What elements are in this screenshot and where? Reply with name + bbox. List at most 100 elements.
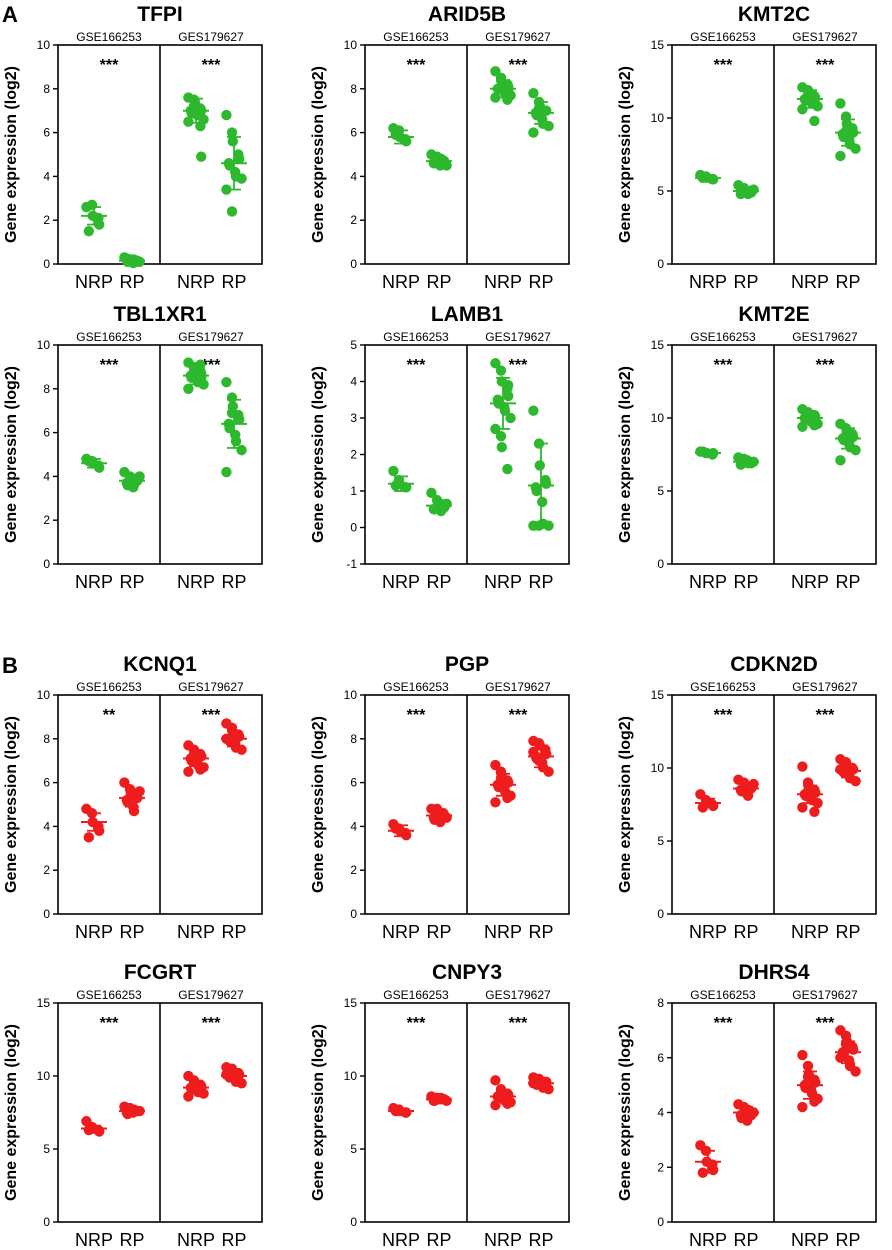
data-point bbox=[850, 775, 861, 787]
data-point bbox=[840, 125, 852, 137]
data-point bbox=[503, 1089, 514, 1101]
data-point bbox=[541, 478, 552, 489]
data-point bbox=[503, 379, 514, 391]
dataset-label: GSE166253 bbox=[383, 330, 449, 344]
dataset-label: GSE166253 bbox=[383, 988, 449, 1002]
dataset-label: GES179627 bbox=[485, 988, 551, 1002]
data-point bbox=[221, 184, 232, 195]
dataset-label: GSE166253 bbox=[383, 680, 449, 694]
x-tick-label-rp: RP bbox=[426, 922, 451, 942]
data-point bbox=[226, 206, 238, 217]
significance-mark: *** bbox=[202, 1015, 221, 1032]
chart-title: TFPI bbox=[137, 3, 183, 26]
data-point bbox=[226, 407, 238, 419]
dataset-label: GSE166253 bbox=[76, 988, 142, 1002]
data-point bbox=[835, 455, 846, 466]
x-tick-label-rp: RP bbox=[426, 572, 451, 592]
significance-mark: *** bbox=[714, 707, 733, 724]
y-tick-label: 8 bbox=[350, 82, 357, 96]
x-tick-label-nrp: NRP bbox=[177, 922, 215, 942]
data-point bbox=[134, 471, 145, 482]
data-point bbox=[401, 829, 412, 841]
y-tick-label: 2 bbox=[43, 513, 50, 527]
data-point bbox=[502, 1098, 513, 1109]
dataset-label: GES179627 bbox=[792, 330, 858, 344]
x-tick-label-rp: RP bbox=[426, 272, 451, 292]
y-tick-label: 15 bbox=[651, 338, 665, 352]
data-point bbox=[183, 383, 194, 394]
dataset-label: GES179627 bbox=[178, 680, 244, 694]
y-tick-label: 15 bbox=[344, 996, 358, 1010]
y-axis-label: Gene expression (log2) bbox=[3, 716, 20, 893]
data-point bbox=[83, 1124, 95, 1136]
significance-mark: *** bbox=[202, 57, 221, 74]
data-point bbox=[840, 1038, 852, 1050]
y-axis-label: Gene expression (log2) bbox=[3, 366, 20, 543]
data-point bbox=[234, 414, 245, 425]
x-tick-label-rp: RP bbox=[733, 922, 758, 942]
x-tick-label-nrp: NRP bbox=[689, 1230, 727, 1250]
chart-title: CDKN2D bbox=[730, 653, 818, 676]
y-tick-label: 6 bbox=[350, 126, 357, 140]
data-point bbox=[835, 150, 846, 162]
data-point bbox=[183, 116, 194, 127]
y-tick-label: 8 bbox=[43, 382, 50, 396]
chart-title: LAMB1 bbox=[431, 303, 504, 326]
data-point bbox=[83, 832, 95, 843]
y-tick-label: 6 bbox=[657, 1051, 664, 1065]
significance-mark: *** bbox=[407, 357, 426, 374]
significance-mark: *** bbox=[714, 1015, 733, 1032]
data-point bbox=[797, 802, 808, 813]
data-point bbox=[388, 465, 399, 477]
y-axis-label: Gene expression (log2) bbox=[310, 66, 327, 243]
x-tick-label-nrp: NRP bbox=[382, 272, 420, 292]
dataset-label: GSE166253 bbox=[690, 330, 756, 344]
data-point bbox=[390, 480, 401, 491]
chart-tbl1xr1: TBL1XR1 GSE166253 GES179627 0 2 4 6 8 10 Gene exp… bbox=[3, 303, 263, 592]
data-point bbox=[809, 806, 820, 817]
y-tick-label: 10 bbox=[651, 761, 665, 775]
data-point bbox=[810, 787, 821, 799]
y-tick-label: 5 bbox=[657, 834, 664, 848]
x-tick-label-rp: RP bbox=[835, 922, 860, 942]
significance-mark: *** bbox=[816, 707, 835, 724]
x-tick-label-nrp: NRP bbox=[75, 1230, 113, 1250]
y-axis-label: Gene expression (log2) bbox=[310, 1024, 327, 1201]
chart-lamb1: LAMB1 GSE166253 GES179627 -1 0 1 2 3 4 5 Gene expr… bbox=[310, 303, 570, 592]
chart-title: FCGRT bbox=[124, 961, 196, 984]
x-tick-label-rp: RP bbox=[835, 272, 860, 292]
x-tick-label-rp: RP bbox=[835, 1230, 860, 1250]
y-tick-label: 4 bbox=[43, 819, 50, 833]
chart-title: KCNQ1 bbox=[123, 653, 197, 676]
data-point bbox=[812, 797, 823, 809]
data-point bbox=[490, 358, 501, 369]
chart-kmt2c: KMT2C GSE166253 GES179627 0 5 10 15 Gene expres… bbox=[617, 3, 877, 292]
x-tick-label-rp: RP bbox=[733, 572, 758, 592]
dataset-label: GES179627 bbox=[792, 680, 858, 694]
data-point bbox=[797, 1049, 808, 1061]
y-tick-label: 0 bbox=[350, 907, 357, 921]
y-tick-label: 10 bbox=[651, 411, 665, 425]
significance-mark: *** bbox=[714, 357, 733, 374]
data-point bbox=[503, 777, 514, 788]
y-tick-label: -1 bbox=[346, 557, 357, 571]
charts-group: TFPI GSE166253 GES179627 0 2 4 6 8 10 Gene expres… bbox=[3, 3, 877, 1250]
data-point bbox=[802, 1060, 814, 1072]
y-axis-label: Gene expression (log2) bbox=[3, 66, 20, 243]
y-tick-label: 2 bbox=[350, 448, 357, 462]
y-axis-label: Gene expression (log2) bbox=[617, 1024, 634, 1201]
data-point bbox=[490, 797, 501, 808]
x-tick-label-rp: RP bbox=[221, 1230, 246, 1250]
chart-title: PGP bbox=[445, 653, 489, 676]
data-point bbox=[226, 724, 238, 736]
significance-mark: *** bbox=[202, 707, 221, 724]
x-tick-label-nrp: NRP bbox=[791, 922, 829, 942]
y-tick-label: 8 bbox=[43, 732, 50, 746]
y-tick-label: 10 bbox=[37, 688, 51, 702]
data-point bbox=[528, 746, 539, 758]
data-point bbox=[748, 778, 759, 790]
data-point bbox=[835, 98, 846, 109]
dataset-label: GES179627 bbox=[792, 988, 858, 1002]
x-tick-label-rp: RP bbox=[733, 272, 758, 292]
y-tick-label: 10 bbox=[344, 1069, 358, 1083]
